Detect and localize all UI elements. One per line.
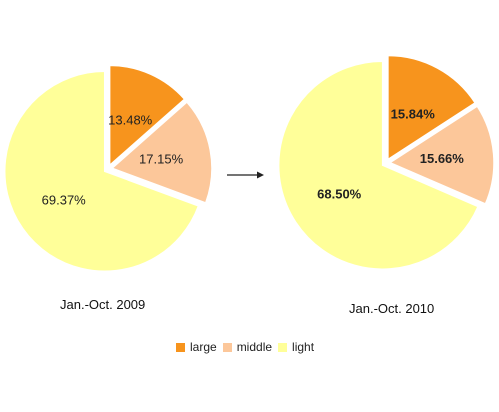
legend-swatch-middle: [222, 342, 232, 352]
pie-label-large-2009: 13.48%: [108, 112, 153, 127]
pie-slice-light-2010: [277, 60, 480, 270]
pie-caption-2009: Jan.-Oct. 2009: [60, 297, 146, 312]
legend-item-light: light: [278, 340, 314, 354]
right-arrow-icon: [227, 171, 264, 179]
legend-swatch-light: [278, 342, 288, 352]
pie-label-light-2009: 69.37%: [42, 192, 87, 207]
pie-label-middle-2009: 17.15%: [139, 152, 184, 167]
pie-slice-middle-2010: [388, 105, 495, 205]
legend-swatch-large: [176, 342, 185, 352]
pie-label-light-2010: 68.50%: [317, 186, 362, 201]
pie-slice-middle-2009: [110, 100, 213, 204]
legend-label-middle: middle: [236, 340, 273, 354]
legend-item-middle: middle: [222, 340, 273, 354]
pie-slice-large-2009: [108, 64, 186, 168]
pie-slice-light-2009: [3, 70, 200, 273]
legend-label-light: light: [292, 340, 315, 354]
pie-slice-large-2010: [387, 54, 477, 161]
pie-chart-2010: 15.84% 15.66% 68.50%: [277, 54, 495, 270]
pie-label-large-2010: 15.84%: [391, 106, 436, 121]
legend: large middle light: [176, 339, 320, 355]
pie-caption-2010: Jan.-Oct. 2010: [349, 301, 435, 316]
legend-label-large: large: [190, 340, 217, 354]
pie-label-middle-2010: 15.66%: [420, 151, 465, 166]
pie-chart-2009: 13.48% 17.15% 69.37%: [3, 64, 213, 273]
legend-item-large: large: [176, 340, 217, 354]
